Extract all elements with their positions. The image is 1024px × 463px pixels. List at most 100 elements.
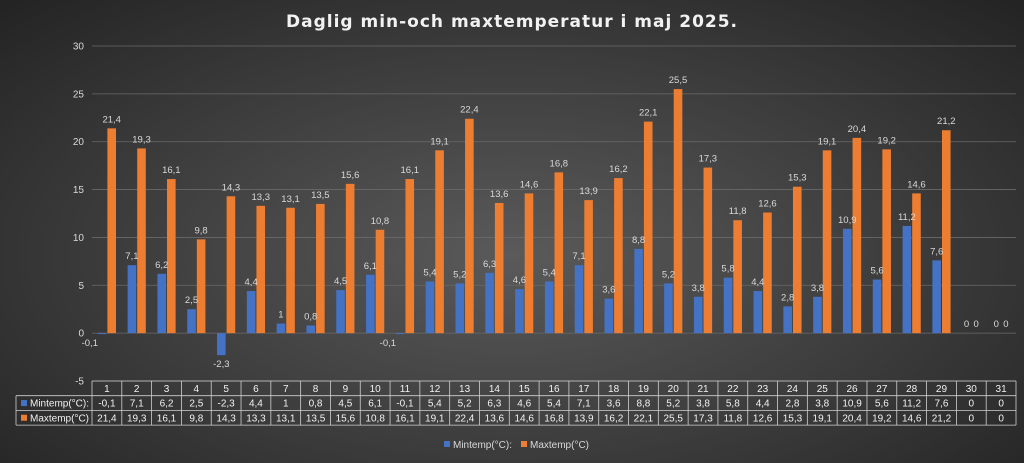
- max-data-label: 16,1: [162, 165, 181, 176]
- max-bar: [733, 220, 742, 334]
- table-cell: 4,4: [249, 399, 263, 410]
- min-data-label: 0: [994, 319, 999, 330]
- min-bar: [515, 289, 524, 334]
- max-data-label: 20,4: [848, 124, 867, 135]
- table-cell: 22,1: [634, 413, 654, 424]
- table-cell: 10,8: [365, 413, 385, 424]
- max-data-label: 13,3: [251, 192, 270, 203]
- table-cell: 15,3: [783, 413, 803, 424]
- y-tick-label: -5: [75, 377, 84, 388]
- y-tick-label: 5: [78, 281, 84, 292]
- legend-label: Maxtemp(°C): [530, 440, 589, 451]
- table-cell: 6,2: [160, 399, 174, 410]
- min-bar: [932, 260, 941, 334]
- table-cell: 15,6: [336, 413, 356, 424]
- category-label: 17: [578, 384, 590, 395]
- category-label: 13: [459, 384, 471, 395]
- max-data-label: 10,8: [371, 216, 390, 227]
- table-cell: 16,1: [395, 413, 415, 424]
- category-label: 7: [283, 384, 289, 395]
- table-cell: 3,8: [696, 399, 710, 410]
- min-data-label: 4,4: [245, 277, 258, 288]
- min-data-label: 5,2: [453, 269, 466, 280]
- min-bar: [872, 279, 882, 334]
- category-label: 19: [638, 384, 650, 395]
- min-data-label: -0,1: [82, 338, 98, 349]
- table-cell: -0,1: [98, 399, 116, 410]
- table-cell: 5,4: [547, 399, 561, 410]
- max-bar: [256, 205, 266, 334]
- min-bar: [306, 325, 316, 334]
- max-data-label: 13,1: [281, 194, 300, 205]
- min-bar: [366, 274, 375, 334]
- chart-title: Daglig min-och maxtemperatur i maj 2025.: [286, 12, 738, 32]
- category-label: 29: [936, 384, 948, 395]
- max-data-label: 13,5: [311, 190, 330, 201]
- category-label: 23: [757, 384, 769, 395]
- min-bar: [425, 281, 435, 334]
- min-bar: [187, 309, 196, 334]
- max-bar: [703, 167, 713, 334]
- max-bar: [554, 172, 564, 334]
- table-cell: 6,1: [368, 399, 382, 410]
- table-cell: 14,6: [514, 413, 534, 424]
- max-data-label: 13,9: [579, 186, 598, 197]
- table-cell: 13,3: [246, 413, 266, 424]
- max-bar: [137, 148, 146, 334]
- min-bar: [634, 248, 643, 334]
- min-data-label: 6,1: [364, 261, 377, 272]
- max-bar: [494, 202, 504, 334]
- table-cell: 21,2: [932, 413, 952, 424]
- table-cell: 16,8: [544, 413, 564, 424]
- table-series-name: Mintemp(°C):: [30, 399, 89, 410]
- category-label: 1: [104, 384, 110, 395]
- category-label: 16: [548, 384, 560, 395]
- category-label: 27: [876, 384, 888, 395]
- max-bar: [226, 196, 236, 334]
- category-label: 28: [906, 384, 918, 395]
- table-cell: 7,1: [577, 399, 591, 410]
- max-data-label: 14,3: [222, 182, 241, 193]
- category-label: 10: [370, 384, 382, 395]
- max-data-label: 22,1: [639, 108, 658, 119]
- min-bar: [127, 265, 137, 334]
- table-cell: 22,4: [455, 413, 475, 424]
- category-label: 25: [817, 384, 829, 395]
- max-bar: [435, 150, 444, 334]
- max-bar: [196, 239, 206, 334]
- max-bar: [673, 89, 683, 334]
- max-bar: [822, 150, 832, 334]
- table-legend-key: [21, 414, 27, 421]
- table-cell: 0,8: [309, 399, 323, 410]
- y-tick-label: 0: [78, 329, 84, 340]
- max-data-label: 0: [973, 319, 978, 330]
- min-data-label: 8,8: [632, 235, 645, 246]
- max-bar: [167, 179, 176, 334]
- min-bar: [664, 283, 673, 334]
- max-bar: [405, 179, 415, 334]
- category-label: 18: [608, 384, 620, 395]
- max-data-label: 21,2: [937, 116, 956, 127]
- min-data-label: 11,2: [898, 212, 916, 223]
- max-bar: [912, 193, 921, 334]
- category-label: 26: [847, 384, 859, 395]
- category-label: 20: [668, 384, 680, 395]
- max-data-label: 19,1: [430, 136, 449, 147]
- max-data-label: 11,8: [729, 206, 747, 217]
- table-cell: 0: [998, 399, 1004, 410]
- category-label: 2: [134, 384, 140, 395]
- min-data-label: 0,8: [304, 311, 317, 322]
- table-cell: 16,1: [157, 413, 177, 424]
- max-bar: [882, 149, 891, 334]
- legend-key: [521, 441, 527, 447]
- min-bar: [783, 306, 792, 334]
- min-bar: [723, 277, 733, 334]
- min-data-label: -2,3: [213, 359, 229, 370]
- table-cell: 5,8: [726, 399, 740, 410]
- max-data-label: 9,8: [195, 225, 208, 236]
- max-data-label: 15,3: [788, 173, 807, 184]
- category-label: 21: [697, 384, 709, 395]
- min-bar: [574, 265, 584, 334]
- max-bar: [286, 207, 295, 334]
- table-cell: 13,5: [306, 413, 326, 424]
